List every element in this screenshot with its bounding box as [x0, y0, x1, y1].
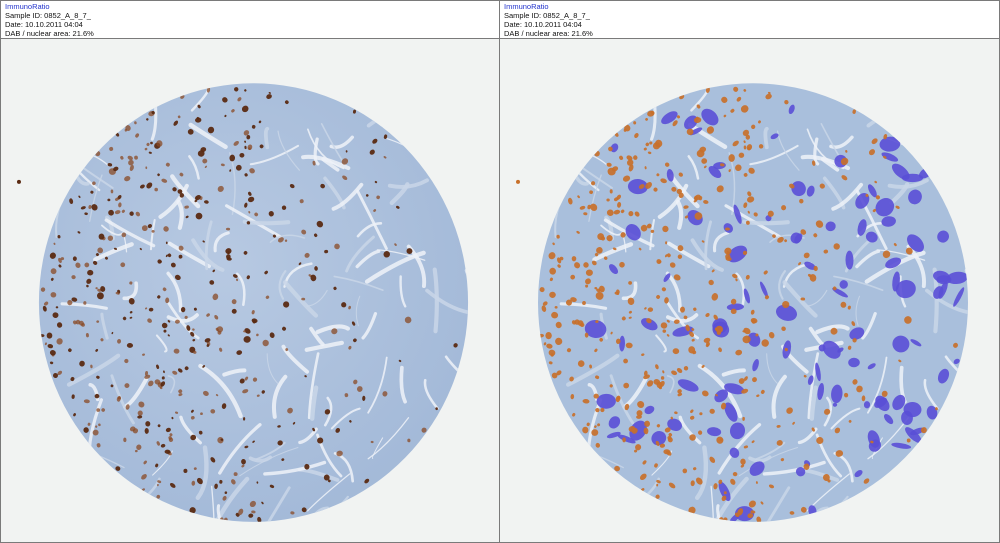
overlay-image-panel: ImmunoRatio Sample ID: 0852_A_8_7_ Date:…: [500, 1, 999, 542]
sample-info-header: ImmunoRatio Sample ID: 0852_A_8_7_ Date:…: [500, 1, 999, 39]
sample-id-label: Sample ID: 0852_A_8_7_: [504, 11, 590, 20]
tissue-image-overlay: [500, 39, 999, 542]
app-name-label: ImmunoRatio: [504, 2, 549, 11]
sample-info-header: ImmunoRatio Sample ID: 0852_A_8_7_ Date:…: [1, 1, 499, 39]
tissue-image-original: [1, 39, 499, 542]
dab-area-label: DAB / nuclear area: 21.6%: [5, 29, 94, 38]
date-label: Date: 10.10.2011 04:04: [504, 20, 582, 29]
original-image-panel: ImmunoRatio Sample ID: 0852_A_8_7_ Date:…: [1, 1, 500, 542]
sample-id-label: Sample ID: 0852_A_8_7_: [5, 11, 91, 20]
date-label: Date: 10.10.2011 04:04: [5, 20, 83, 29]
tissue-core-overlay: [516, 83, 968, 522]
app-name-label: ImmunoRatio: [5, 2, 50, 11]
tissue-core-original: [16, 83, 469, 522]
dab-area-label: DAB / nuclear area: 21.6%: [504, 29, 593, 38]
